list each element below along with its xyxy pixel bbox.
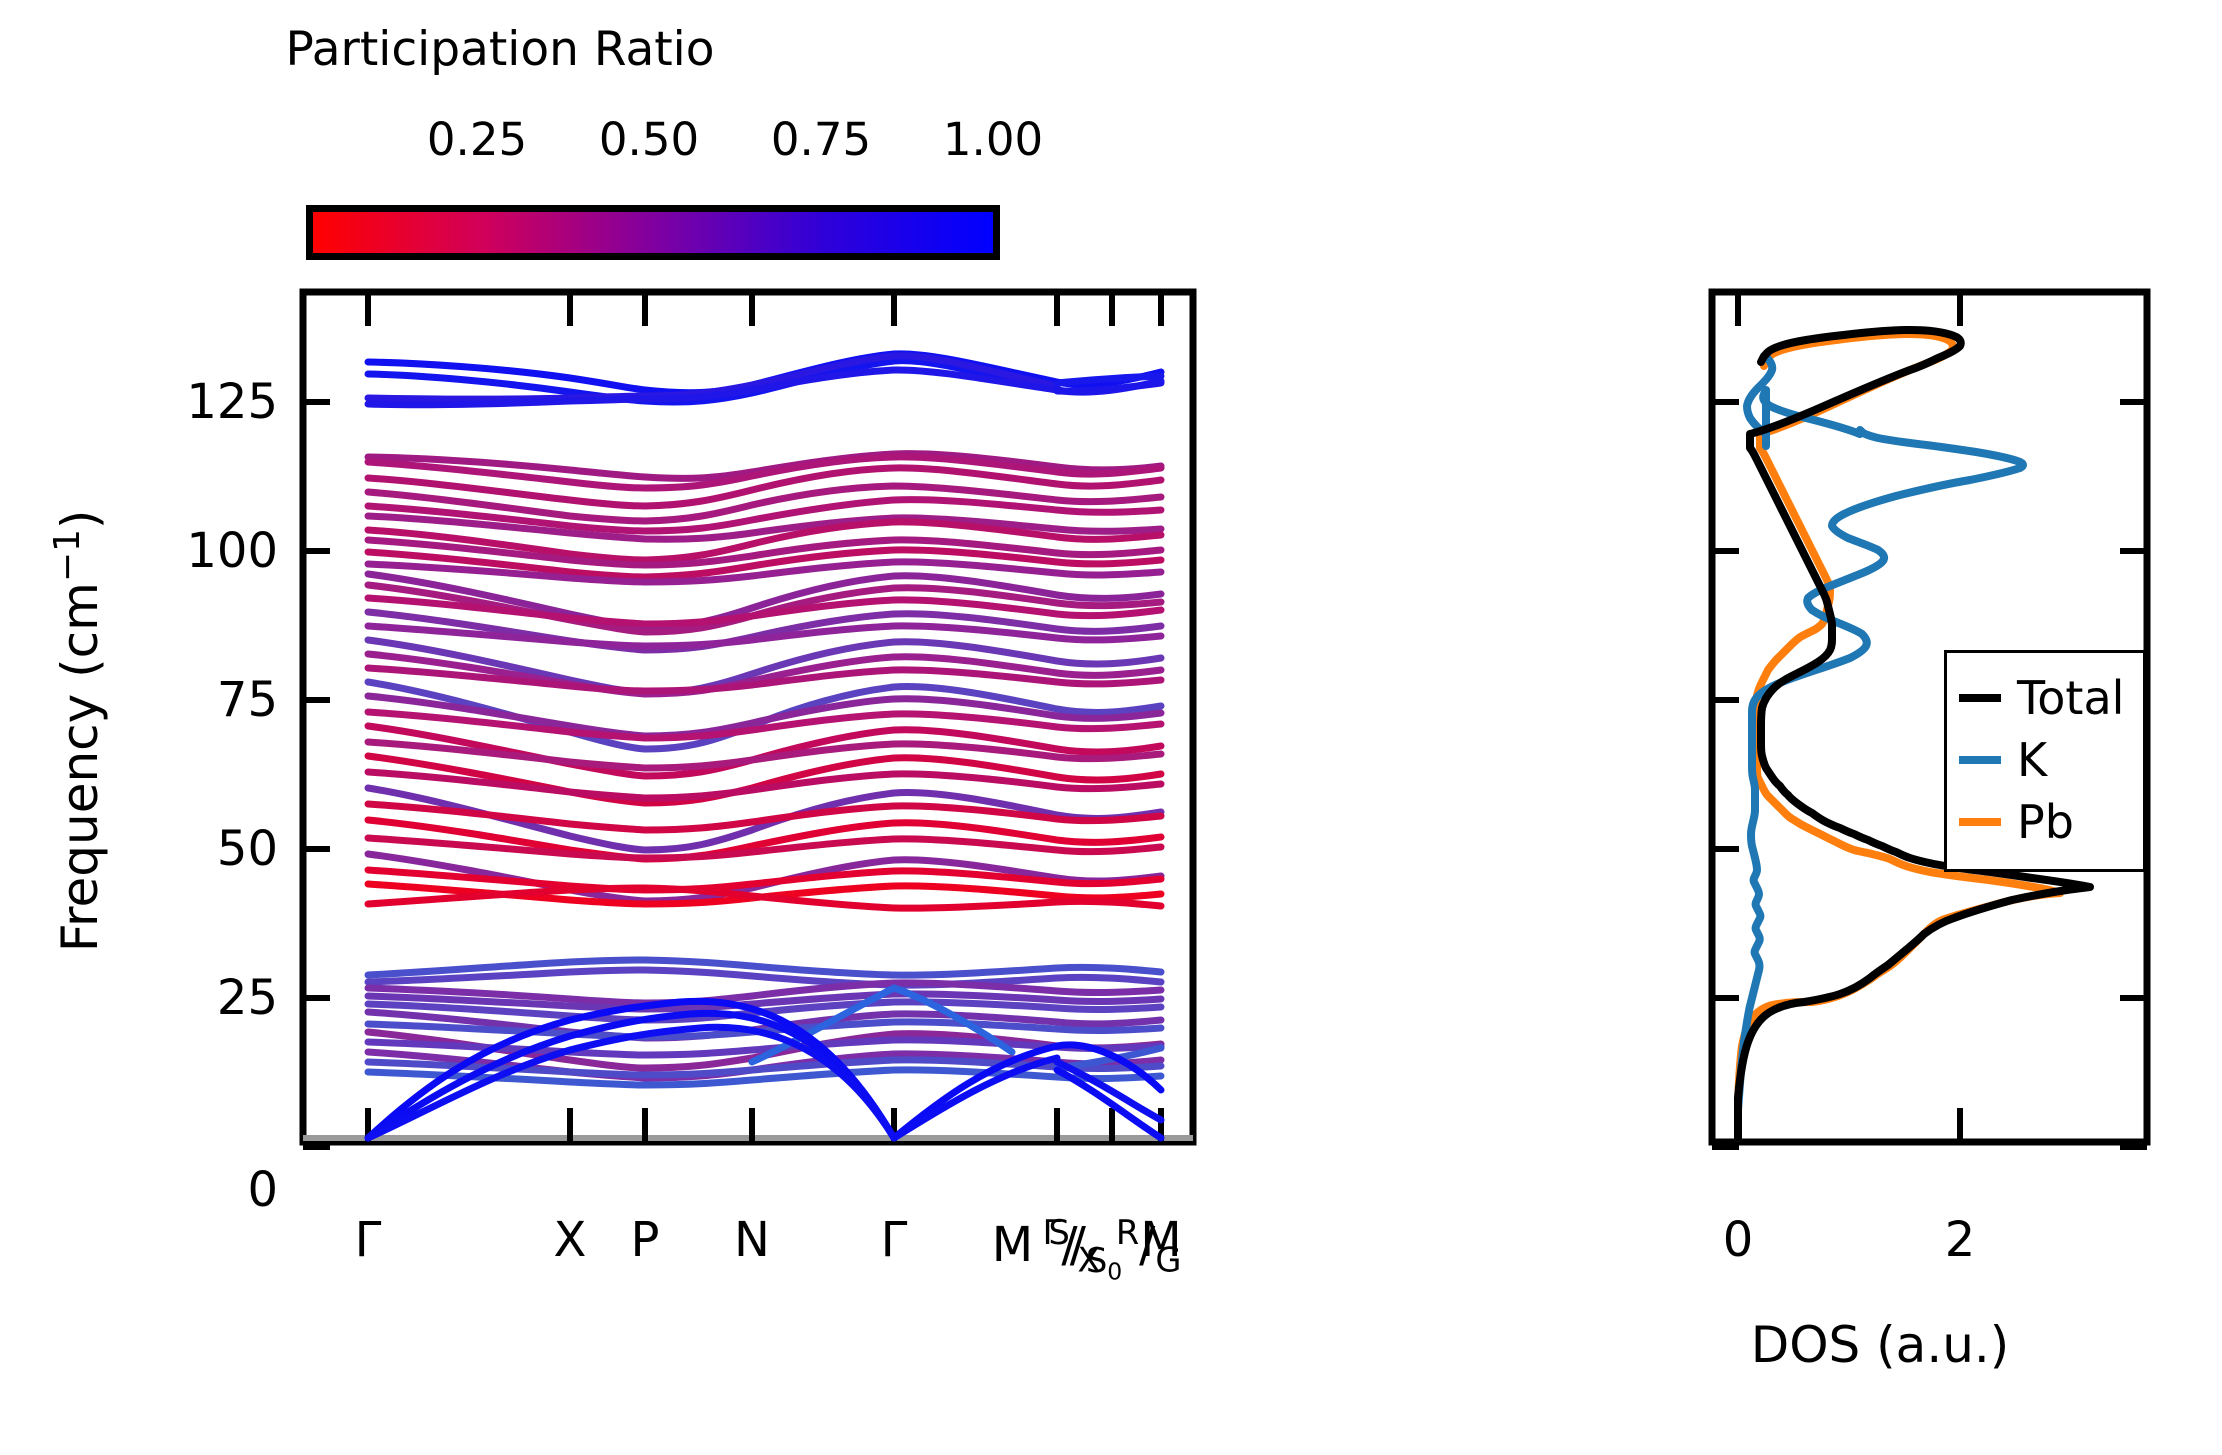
xtick-X: X	[553, 1212, 587, 1268]
colorbar-ticklabel-1: 0.50	[598, 113, 700, 166]
legend-swatch-total	[1959, 694, 2001, 702]
dos-legend[interactable]: Total K Pb	[1944, 650, 2146, 872]
legend-item-k[interactable]: K	[1959, 729, 2127, 791]
band-ytick-125: 125	[186, 374, 278, 430]
band-curves	[364, 350, 1165, 1142]
legend-label-total: Total	[2017, 671, 2125, 725]
xtick-gamma-1: Γ	[354, 1212, 382, 1268]
dos-panel	[1708, 288, 2151, 1150]
band-y-ticks	[303, 399, 330, 1150]
xtick-N: N	[734, 1212, 770, 1268]
band-ytick-75: 75	[216, 672, 278, 728]
dos-panel-frame	[1708, 288, 2151, 1146]
band-ytick-0: 0	[247, 1162, 278, 1218]
xtick-P: P	[630, 1212, 660, 1268]
band-panel-frame	[299, 288, 1197, 1146]
dos-x-axis-title: DOS (a.u.)	[1750, 1316, 2010, 1374]
band-ytick-50: 50	[216, 821, 278, 877]
dos-curves	[1734, 326, 2094, 1142]
band-ytick-100: 100	[186, 523, 278, 579]
band-y-tick-labels: 125 100 75 50 25 0	[0, 0, 278, 1455]
xtick-gamma-X-R-G: Γ/X R/G	[1042, 1213, 1182, 1280]
xtick-M-last: M	[1140, 1212, 1182, 1268]
dos-xtick-2: 2	[1944, 1212, 1976, 1268]
colorbar-fill	[313, 212, 993, 253]
legend-label-pb: Pb	[2017, 795, 2074, 849]
legend-item-pb[interactable]: Pb	[1959, 791, 2127, 853]
legend-item-total[interactable]: Total	[1959, 667, 2127, 729]
colorbar-ticklabel-0: 0.25	[426, 113, 528, 166]
dos-curve-k	[1734, 352, 2027, 1142]
colorbar-ticklabel-3: 1.00	[942, 113, 1044, 166]
colorbar-title: Participation Ratio	[285, 22, 715, 77]
band-ytick-25: 25	[216, 970, 278, 1026]
xtick-M-S-S0: M S/S0	[991, 1213, 1123, 1286]
legend-swatch-pb	[1959, 818, 2001, 826]
dos-xtick-0: 0	[1722, 1212, 1754, 1268]
band-panel	[299, 288, 1197, 1150]
dos-curve-total	[1734, 326, 2094, 1142]
legend-label-k: K	[2017, 733, 2048, 787]
legend-swatch-k	[1959, 756, 2001, 764]
xtick-gamma-2: Γ	[880, 1212, 908, 1268]
colorbar-ticklabel-2: 0.75	[770, 113, 872, 166]
